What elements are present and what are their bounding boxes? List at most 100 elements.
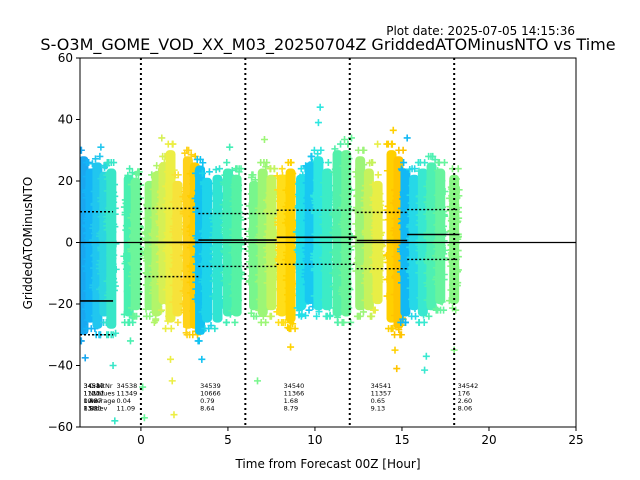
scatter-point xyxy=(431,252,439,260)
scatter-point xyxy=(398,257,406,265)
scatter-point xyxy=(221,208,229,216)
scatter-point xyxy=(339,162,347,170)
scatter-point xyxy=(310,292,318,300)
scatter-point xyxy=(387,204,395,212)
scatter-point xyxy=(432,209,440,217)
scatter-point xyxy=(201,308,209,316)
scatter-point xyxy=(390,311,398,319)
scatter-point xyxy=(332,310,340,318)
scatter-point xyxy=(97,270,105,278)
scatter-point xyxy=(210,218,218,226)
scatter-point xyxy=(230,271,238,279)
scatter-point xyxy=(331,256,339,264)
scatter-point xyxy=(424,282,432,290)
scatter-point xyxy=(82,186,90,194)
y-axis-label: GriddedATOMinusNTO xyxy=(21,177,35,310)
scatter-point xyxy=(144,248,152,256)
scatter-point xyxy=(107,206,115,214)
scatter-point xyxy=(361,244,369,252)
scatter-point xyxy=(80,146,85,154)
scatter-point xyxy=(229,225,237,233)
outlier-point xyxy=(287,343,295,351)
scatter-point xyxy=(175,278,183,286)
scatter-point xyxy=(199,178,207,186)
scatter-point xyxy=(378,216,386,224)
scatter-point xyxy=(376,260,384,268)
scatter-point xyxy=(343,257,351,265)
orbit-stat-block: 34541 11357 0.65 9.13 xyxy=(371,382,392,413)
scatter-point xyxy=(311,230,319,238)
scatter-point xyxy=(98,196,106,204)
scatter-point xyxy=(80,158,84,166)
orbit-stat-line: 34542 xyxy=(458,382,479,390)
scatter-point xyxy=(427,152,435,160)
scatter-point xyxy=(383,292,391,300)
scatter-point xyxy=(187,222,195,230)
outlier-point xyxy=(341,135,349,143)
scatter-point xyxy=(356,312,364,320)
scatter-point xyxy=(169,281,177,289)
scatter-point xyxy=(108,303,116,311)
scatter-point xyxy=(441,187,449,195)
orbit-stat-line: 0.79 xyxy=(200,397,214,405)
scatter-point xyxy=(192,208,200,216)
scatter-point xyxy=(406,284,414,292)
scatter-point xyxy=(236,225,244,233)
scatter-point xyxy=(331,165,339,173)
scatter-point xyxy=(312,199,320,207)
orbit-stat-line: 34540 xyxy=(83,382,104,390)
scatter-point xyxy=(340,192,348,200)
scatter-point xyxy=(425,257,433,265)
scatter-point xyxy=(141,228,149,236)
scatter-point xyxy=(169,222,177,230)
outlier-point xyxy=(450,346,458,354)
scatter-point xyxy=(278,165,286,173)
scatter-point xyxy=(228,249,236,257)
scatter-point xyxy=(249,224,257,232)
orbit-stat-line: 10.87 xyxy=(83,397,102,405)
scatter-point xyxy=(338,285,346,293)
scatter-point xyxy=(257,159,265,167)
scatter-point xyxy=(266,268,274,276)
scatter-point xyxy=(376,273,384,281)
scatter-point xyxy=(305,186,313,194)
orbit-stat-line: 8.81 xyxy=(83,405,97,413)
scatter-point xyxy=(179,300,187,308)
scatter-point xyxy=(82,267,90,275)
scatter-point xyxy=(234,181,242,189)
scatter-point xyxy=(360,279,368,287)
x-axis: 0 5 10 15 20 25 xyxy=(137,427,584,447)
x-tick-label: 25 xyxy=(568,433,583,447)
scatter-point xyxy=(151,206,159,214)
scatter-point xyxy=(332,216,340,224)
scatter-point xyxy=(174,233,182,241)
scatter-point xyxy=(199,227,207,235)
scatter-point xyxy=(122,265,130,273)
scatter-point xyxy=(416,294,424,302)
scatter-point xyxy=(374,171,382,179)
scatter-point xyxy=(81,262,89,270)
scatter-point xyxy=(120,252,128,260)
scatter-point xyxy=(245,202,253,210)
orbit-stat-line: 34539 xyxy=(200,382,221,390)
scatter-point xyxy=(265,189,273,197)
scatter-point xyxy=(390,291,398,299)
scatter-point xyxy=(333,240,341,248)
scatter-point xyxy=(80,306,86,314)
x-tick-label: 20 xyxy=(481,433,496,447)
scatter-point xyxy=(353,173,361,181)
scatter-point xyxy=(219,214,227,222)
scatter-point xyxy=(355,216,363,224)
scatter-point xyxy=(438,194,446,202)
scatter-point xyxy=(433,273,441,281)
scatter-point xyxy=(235,165,243,173)
scatter-point xyxy=(402,307,410,315)
scatter-point xyxy=(452,306,460,314)
scatter-point xyxy=(181,308,189,316)
scatter-point xyxy=(247,190,255,198)
orbit-stat-line: 10666 xyxy=(200,390,221,398)
scatter-point xyxy=(407,199,415,207)
scatter-point xyxy=(411,304,419,312)
scatter-point xyxy=(325,219,333,227)
scatter-point xyxy=(169,298,177,306)
